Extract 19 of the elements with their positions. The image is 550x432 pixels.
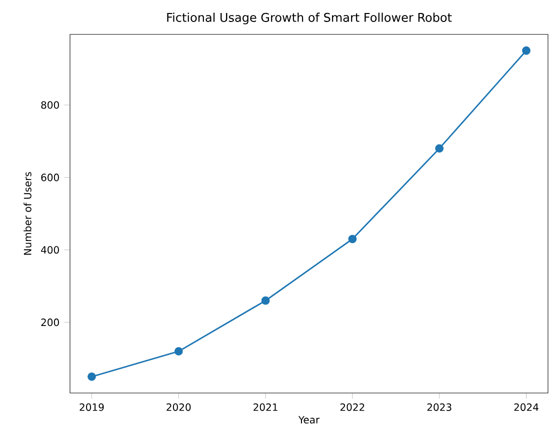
point bbox=[174, 347, 183, 356]
point bbox=[261, 296, 270, 305]
y-tick-label: 200 bbox=[41, 318, 59, 326]
x-tick-label: 2022 bbox=[340, 403, 364, 411]
x-tick-label: 2019 bbox=[80, 403, 104, 411]
y-tick-label: 400 bbox=[41, 246, 59, 254]
y-tick-label: 800 bbox=[41, 101, 59, 109]
x-axis-title: Year bbox=[298, 416, 320, 424]
x-tick-label: 2024 bbox=[514, 403, 538, 411]
y-tick-label: 600 bbox=[41, 174, 59, 182]
point bbox=[88, 372, 96, 381]
point bbox=[522, 46, 530, 55]
chart-title: Fictional Usage Growth of Smart Follower Robot bbox=[167, 12, 452, 24]
point bbox=[435, 144, 444, 153]
y-axis-title: Number of Users bbox=[24, 172, 32, 255]
point bbox=[348, 234, 357, 244]
x-tick-label: 2020 bbox=[166, 403, 191, 411]
x-tick-label: 2021 bbox=[254, 403, 278, 411]
x-tick-label: 2023 bbox=[427, 403, 452, 411]
